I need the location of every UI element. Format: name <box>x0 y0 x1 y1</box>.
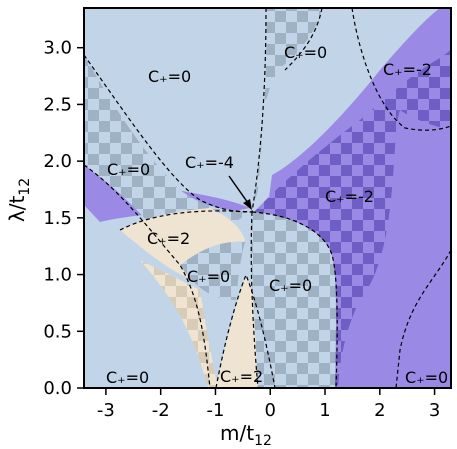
x-tick-label: -1 <box>206 400 224 421</box>
y-tick-label: 1.5 <box>43 208 72 229</box>
region-label-10: C₊=2 <box>220 367 263 386</box>
plot-area <box>84 8 451 388</box>
boundary-upper-steep <box>251 8 267 213</box>
phase-boundaries <box>84 8 451 388</box>
arrow <box>228 175 252 210</box>
region-label-1: C₊=0 <box>284 43 327 62</box>
region-label-7: C₊=0 <box>187 267 230 286</box>
region-label-4: C₊=-4 <box>185 153 234 172</box>
region-label-5: C₊=-2 <box>325 187 374 206</box>
y-tick-label: 1.0 <box>43 265 72 286</box>
arrow-head <box>243 199 252 210</box>
y-tick-label: 0.0 <box>43 378 72 399</box>
x-tick-label: -2 <box>152 400 170 421</box>
region-label-6: C₊=2 <box>147 229 190 248</box>
x-axis-title-main: m/t <box>220 421 254 445</box>
x-axis-ticks: -3 -2 -1 0 1 2 3 <box>97 388 440 421</box>
boundary-center-right <box>251 211 338 388</box>
x-axis-title: m/t12 <box>220 421 272 449</box>
y-tick-label: 2.0 <box>43 151 72 172</box>
y-axis-title-main: λ/t <box>5 196 29 223</box>
region-labels: C₊=0 C₊=0 C₊=-2 C₊=0 C₊=-4 C₊=-2 C₊=2 C₊… <box>106 43 448 387</box>
blue-checkered-upper <box>252 8 322 212</box>
blue-checkered-center <box>251 212 336 388</box>
region-label-3: C₊=0 <box>107 160 150 179</box>
y-axis-ticks: 0.0 0.5 1.0 1.5 2.0 2.5 3.0 <box>43 38 84 399</box>
y-axis-title-sub: 12 <box>17 178 33 196</box>
region-label-8: C₊=0 <box>269 276 312 295</box>
region-label-11: C₊=0 <box>405 368 448 387</box>
boundary-left-lower <box>84 164 211 388</box>
boundary-lower-arc <box>215 273 276 388</box>
y-axis-title: λ/t12 <box>5 178 33 222</box>
region-label-2: C₊=-2 <box>383 60 432 79</box>
boundary-right-lower <box>395 249 451 388</box>
x-axis-title-sub: 12 <box>254 433 272 449</box>
boundary-upper-right <box>284 8 323 71</box>
boundary-mid-left <box>119 210 253 231</box>
x-tick-label: 1 <box>319 400 330 421</box>
x-tick-label: 3 <box>429 400 440 421</box>
region-label-0: C₊=0 <box>148 67 191 86</box>
x-tick-label: 2 <box>374 400 385 421</box>
y-tick-label: 3.0 <box>43 38 72 59</box>
boundary-center-vertical <box>250 211 259 388</box>
y-tick-label: 2.5 <box>43 94 72 115</box>
beige-checkered-lower <box>140 260 218 388</box>
blue-checkered-small <box>180 241 245 300</box>
y-tick-label: 0.5 <box>43 321 72 342</box>
x-tick-label: -3 <box>97 400 115 421</box>
plot-frame <box>83 7 452 389</box>
region-label-9: C₊=0 <box>106 368 149 387</box>
arrow-line <box>228 175 249 204</box>
x-tick-label: 0 <box>265 400 276 421</box>
